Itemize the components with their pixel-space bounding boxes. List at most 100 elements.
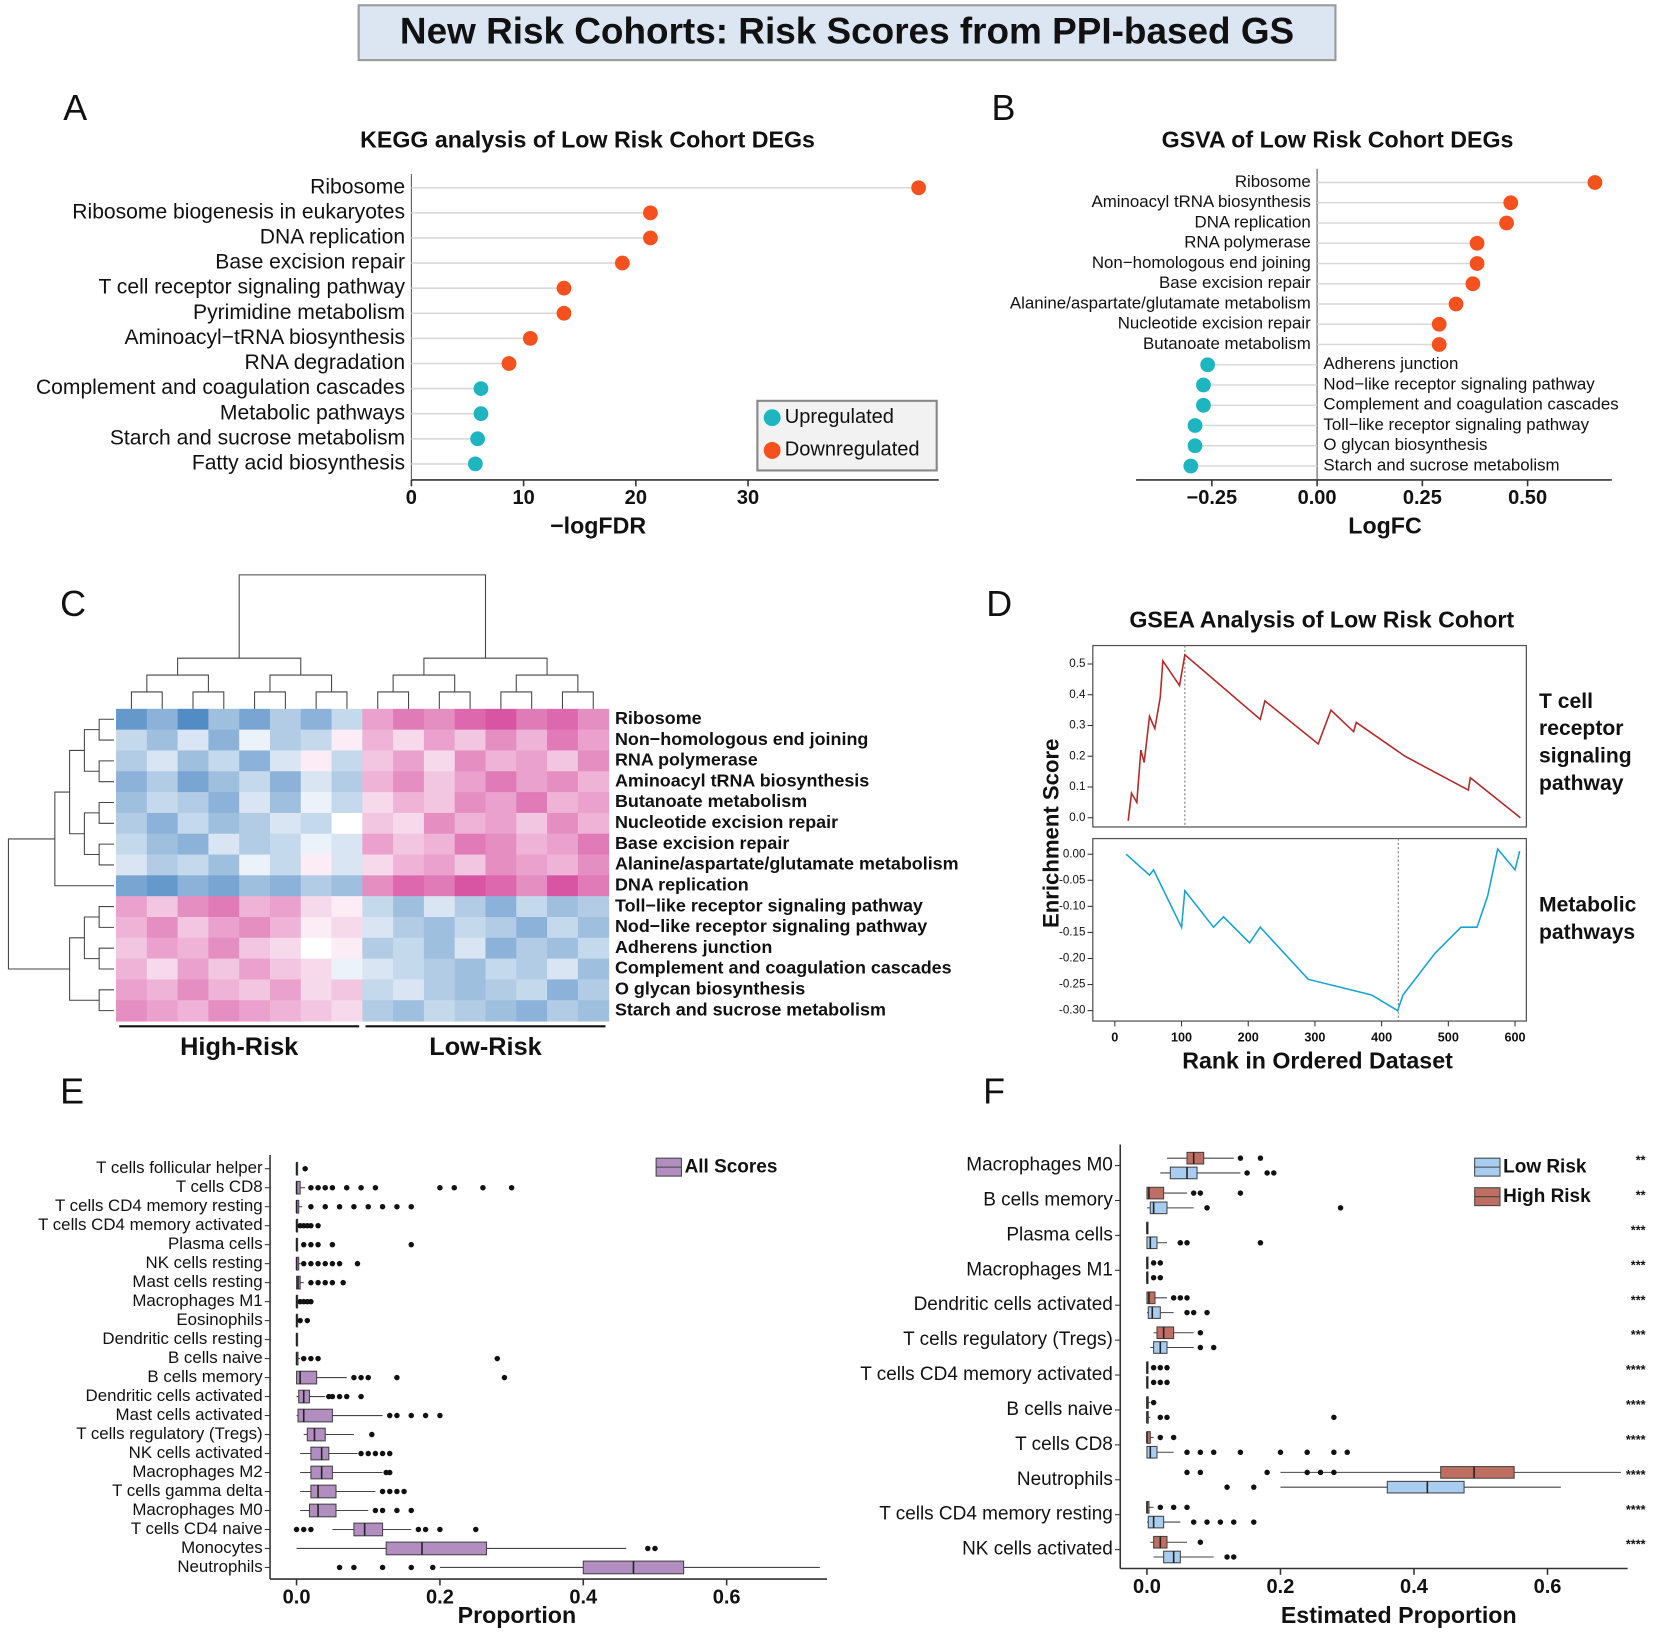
heat-cell — [239, 729, 271, 751]
box — [306, 1427, 326, 1442]
outlier — [1237, 1449, 1244, 1455]
outlier — [1184, 1295, 1190, 1301]
heat-cell — [116, 854, 148, 876]
heat-cell — [239, 1000, 271, 1022]
outlier — [308, 1526, 314, 1533]
outlier — [1150, 1399, 1157, 1406]
heat-cell — [423, 937, 456, 960]
outlier — [1224, 1554, 1230, 1560]
heat-cell — [362, 1000, 394, 1022]
outlier — [408, 1412, 414, 1419]
significance: ** — [1636, 1154, 1646, 1168]
dendrogram — [515, 674, 579, 692]
outlier — [473, 1526, 479, 1533]
outlier — [408, 1203, 414, 1210]
heat-cell — [208, 937, 240, 960]
category-label: NK cells activated — [129, 1443, 263, 1462]
title-box — [357, 4, 1337, 62]
category-label: Aminoacyl−tRNA biosynthesis — [124, 326, 405, 349]
dot — [1196, 397, 1211, 413]
dot — [1469, 235, 1485, 251]
outlier — [408, 1241, 414, 1248]
heat-cell — [454, 916, 487, 939]
outlier — [1170, 1504, 1177, 1511]
category-label: RNA degradation — [245, 351, 406, 374]
heat-cell — [423, 792, 456, 814]
heat-cell — [547, 1000, 579, 1022]
heat-cell — [547, 750, 579, 772]
heat-cell — [269, 771, 302, 793]
category-label: Pyrimidine metabolism — [193, 301, 405, 324]
heat-cell — [146, 729, 179, 751]
x-tick-label: 0.2 — [1267, 1576, 1295, 1598]
heat-cell — [269, 812, 302, 835]
dendrogram — [130, 691, 163, 709]
heat-cell — [239, 916, 271, 939]
heat-cell — [516, 833, 548, 856]
y-tick-label: 0.1 — [1069, 780, 1085, 793]
heat-cell — [547, 916, 579, 939]
heat-cell — [146, 854, 179, 876]
enrichment-line — [1125, 847, 1521, 1012]
outlier — [394, 1412, 400, 1419]
heat-cell — [516, 729, 548, 751]
category-label: DNA replication — [1195, 212, 1311, 231]
category-label: T cells CD4 memory resting — [879, 1504, 1113, 1525]
heat-cell — [146, 792, 179, 814]
y-tick-label: 0.2 — [1069, 749, 1085, 762]
heat-cell — [485, 916, 517, 939]
outlier — [300, 1241, 307, 1248]
box — [1169, 1166, 1198, 1180]
outlier — [387, 1450, 393, 1457]
heat-cell — [239, 896, 271, 918]
heat-cell — [300, 937, 333, 960]
dendrogram — [254, 691, 286, 709]
outlier — [1257, 1155, 1264, 1161]
outlier — [1157, 1379, 1164, 1386]
outlier — [1157, 1260, 1164, 1266]
heat-cell — [516, 812, 548, 835]
category-label: Plasma cells — [1006, 1224, 1112, 1245]
heat-cell — [116, 1000, 148, 1022]
outlier — [322, 1260, 328, 1267]
outlier — [1197, 1330, 1204, 1336]
heat-cell — [269, 875, 302, 897]
x-axis-label: Proportion — [458, 1602, 577, 1628]
heat-cell — [393, 812, 425, 835]
dot — [1465, 276, 1481, 292]
category-label: B cells memory — [983, 1189, 1113, 1210]
heat-cell — [577, 958, 610, 980]
outlier — [1264, 1170, 1270, 1176]
outlier — [1210, 1449, 1217, 1455]
dot — [1499, 215, 1514, 231]
outlier — [358, 1184, 364, 1191]
y-tick-label: -0.25 — [1059, 978, 1085, 991]
outlier — [372, 1184, 379, 1191]
legend-label: Low Risk — [1503, 1157, 1587, 1178]
significance: *** — [1631, 1293, 1646, 1307]
outlier — [1157, 1274, 1164, 1281]
heat-cell — [393, 729, 425, 751]
outlier — [379, 1564, 386, 1571]
row-label: Aminoacyl tRNA biosynthesis — [615, 770, 869, 790]
dendrogram — [69, 749, 85, 835]
pathway-label: T cell receptor signaling pathway — [1539, 689, 1632, 796]
heat-cell — [454, 708, 487, 731]
heat-cell — [116, 979, 148, 1001]
outlier — [379, 1203, 386, 1210]
outlier — [652, 1545, 658, 1552]
category-label: T cells regulatory (Tregs) — [76, 1424, 262, 1443]
heat-cell — [547, 792, 579, 814]
chart-title: GSEA Analysis of Low Risk Cohort — [1129, 606, 1514, 632]
dot — [614, 255, 630, 271]
box — [1146, 1236, 1158, 1250]
heat-cell — [485, 792, 517, 814]
outlier — [1164, 1379, 1170, 1386]
category-label: Nucleotide excision repair — [1118, 314, 1311, 333]
heat-cell — [577, 792, 610, 814]
category-label: Macrophages M1 — [966, 1259, 1113, 1280]
box — [1149, 1201, 1168, 1215]
category-label: Macrophages M1 — [132, 1291, 262, 1310]
heat-cell — [331, 771, 363, 793]
